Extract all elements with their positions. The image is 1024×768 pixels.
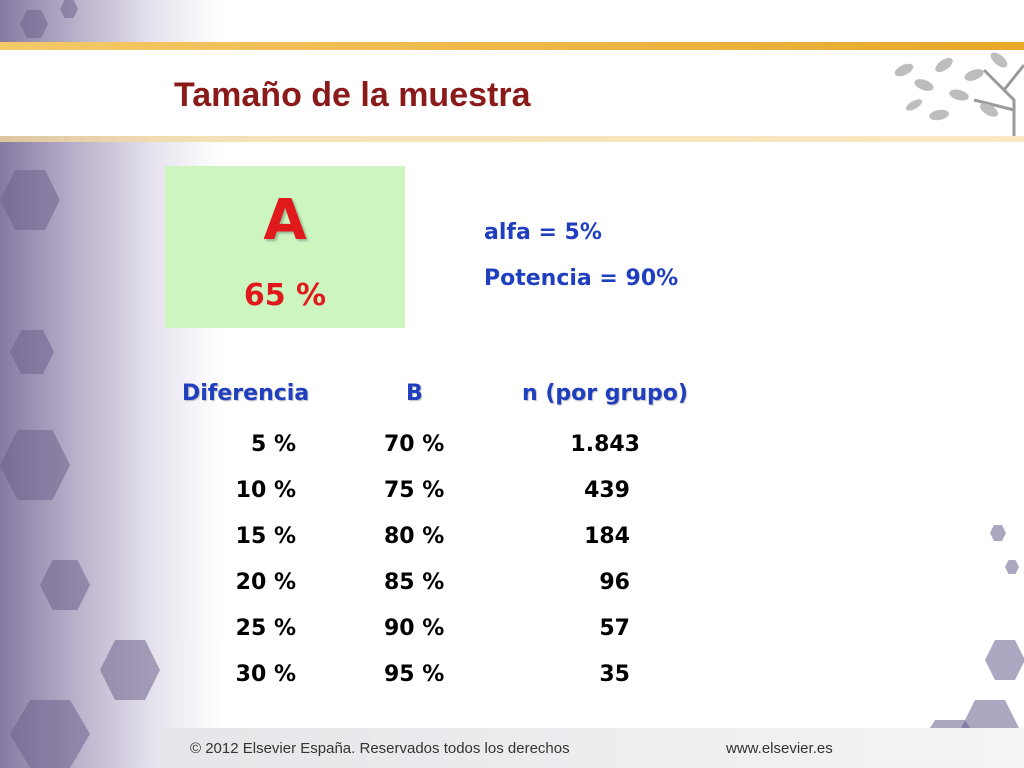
cell-n: 1.843 (570, 432, 640, 457)
title-divider (0, 136, 1024, 142)
header-n-por-grupo: n (por grupo) (522, 381, 688, 406)
group-a-box: A 65 % (165, 166, 405, 328)
cell-b: 75 % (384, 478, 445, 503)
cell-b: 70 % (384, 432, 445, 457)
header-diferencia: Diferencia (182, 381, 310, 406)
group-a-value: 65 % (243, 278, 327, 313)
alpha-param: alfa = 5% (484, 220, 602, 245)
footer-bar (160, 728, 1024, 768)
cell-diferencia: 15 % (235, 524, 296, 549)
tree-logo-icon (894, 52, 1024, 136)
cell-n: 57 (599, 616, 630, 641)
cell-diferencia: 30 % (235, 662, 296, 687)
slide-title: Tamaño de la muestra (174, 76, 531, 114)
header-b: B (406, 381, 423, 406)
cell-diferencia: 25 % (235, 616, 296, 641)
group-a-label: A (263, 188, 307, 253)
cell-n: 35 (599, 662, 630, 687)
cell-n: 184 (584, 524, 630, 549)
top-accent-bar (0, 42, 1024, 50)
title-band (0, 50, 1024, 136)
cell-n: 96 (599, 570, 630, 595)
footer-copyright: © 2012 Elsevier España. Reservados todos… (190, 740, 570, 757)
cell-b: 85 % (384, 570, 445, 595)
cell-b: 80 % (384, 524, 445, 549)
parameters: alfa = 5% Potencia = 90% (484, 210, 678, 302)
footer-url[interactable]: www.elsevier.es (726, 740, 833, 757)
cell-diferencia: 20 % (235, 570, 296, 595)
cell-b: 95 % (384, 662, 445, 687)
power-param: Potencia = 90% (484, 266, 679, 291)
cell-n: 439 (584, 478, 630, 503)
cell-b: 90 % (384, 616, 445, 641)
cell-diferencia: 5 % (250, 432, 296, 457)
cell-diferencia: 10 % (235, 478, 296, 503)
